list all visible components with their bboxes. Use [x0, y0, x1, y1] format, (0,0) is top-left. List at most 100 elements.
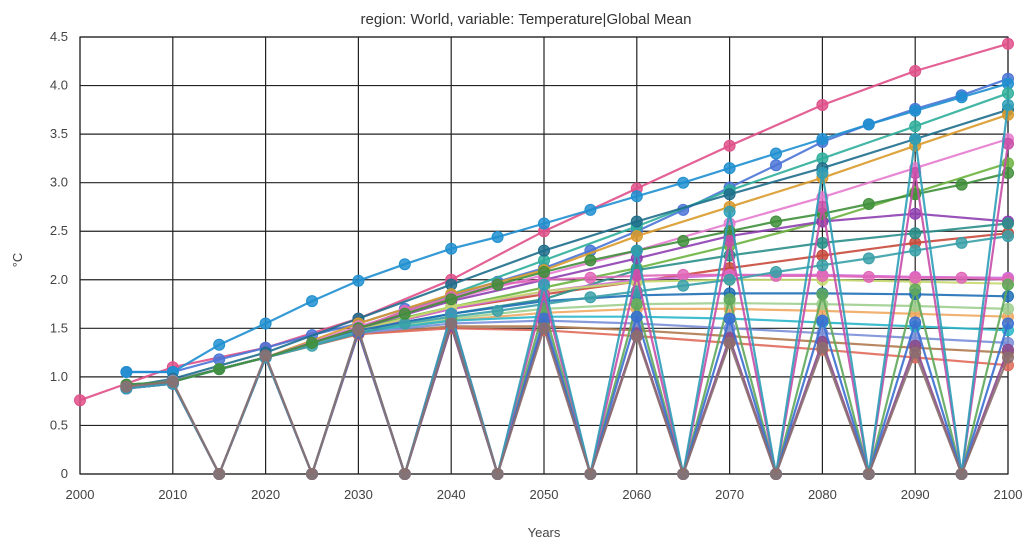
data-point[interactable]	[677, 468, 690, 480]
data-point[interactable]	[816, 236, 829, 249]
data-point[interactable]	[1002, 230, 1014, 243]
data-point[interactable]	[909, 207, 922, 220]
data-point[interactable]	[1002, 87, 1014, 100]
data-point[interactable]	[445, 317, 458, 330]
data-point[interactable]	[538, 244, 550, 257]
data-point[interactable]	[538, 322, 550, 335]
data-point[interactable]	[398, 307, 411, 320]
data-point[interactable]	[213, 338, 226, 351]
data-point[interactable]	[816, 288, 829, 301]
data-point[interactable]	[1002, 302, 1014, 315]
data-point[interactable]	[74, 394, 86, 407]
data-point[interactable]	[816, 99, 829, 111]
data-point[interactable]	[1002, 317, 1014, 330]
data-point[interactable]	[677, 234, 690, 247]
data-point[interactable]	[630, 215, 643, 228]
data-point[interactable]	[1002, 278, 1014, 291]
data-point[interactable]	[677, 279, 690, 292]
data-point[interactable]	[398, 468, 411, 480]
data-point[interactable]	[491, 231, 504, 243]
data-point[interactable]	[584, 291, 597, 304]
data-point[interactable]	[955, 91, 968, 104]
data-point[interactable]	[955, 236, 968, 249]
data-point[interactable]	[723, 312, 736, 325]
data-point[interactable]	[909, 271, 922, 284]
data-point[interactable]	[630, 230, 643, 243]
data-point[interactable]	[677, 176, 690, 189]
data-point[interactable]	[445, 242, 458, 255]
data-point[interactable]	[723, 162, 736, 175]
data-point[interactable]	[816, 314, 829, 327]
data-point[interactable]	[723, 188, 736, 201]
data-point[interactable]	[862, 118, 875, 131]
data-point[interactable]	[538, 278, 550, 291]
data-point[interactable]	[213, 363, 226, 376]
data-point[interactable]	[306, 295, 318, 308]
data-point[interactable]	[630, 298, 643, 311]
data-point[interactable]	[306, 468, 318, 480]
data-point[interactable]	[584, 254, 597, 267]
data-point[interactable]	[955, 271, 968, 284]
data-point[interactable]	[491, 278, 504, 291]
data-point[interactable]	[352, 324, 365, 337]
x-tick-label: 2060	[622, 487, 651, 502]
data-point[interactable]	[1002, 217, 1014, 230]
data-point[interactable]	[259, 317, 272, 330]
data-point[interactable]	[862, 468, 875, 480]
data-point[interactable]	[259, 349, 272, 362]
data-point[interactable]	[1002, 99, 1014, 111]
data-point[interactable]	[120, 366, 133, 378]
data-point[interactable]	[352, 274, 365, 287]
data-point[interactable]	[770, 215, 782, 228]
data-point[interactable]	[816, 259, 829, 272]
data-point[interactable]	[213, 468, 226, 480]
data-point[interactable]	[491, 468, 504, 480]
data-point[interactable]	[723, 139, 736, 152]
data-point[interactable]	[723, 205, 736, 218]
data-point[interactable]	[584, 271, 597, 284]
data-point[interactable]	[909, 227, 922, 240]
data-point[interactable]	[630, 310, 643, 323]
data-point[interactable]	[862, 270, 875, 283]
data-point[interactable]	[909, 120, 922, 133]
data-point[interactable]	[445, 293, 458, 306]
data-point[interactable]	[862, 198, 875, 210]
data-point[interactable]	[120, 380, 133, 393]
data-point[interactable]	[909, 346, 922, 359]
data-point[interactable]	[677, 268, 690, 281]
data-point[interactable]	[398, 258, 411, 271]
data-point[interactable]	[816, 269, 829, 282]
data-point[interactable]	[630, 190, 643, 203]
data-point[interactable]	[909, 104, 922, 117]
data-point[interactable]	[816, 341, 829, 354]
data-point[interactable]	[909, 244, 922, 257]
data-point[interactable]	[630, 244, 643, 257]
data-point[interactable]	[584, 468, 597, 480]
data-point[interactable]	[538, 266, 550, 278]
data-point[interactable]	[770, 266, 782, 278]
data-point[interactable]	[723, 293, 736, 306]
data-point[interactable]	[909, 283, 922, 296]
data-point[interactable]	[770, 159, 782, 172]
data-point[interactable]	[584, 203, 597, 216]
data-point[interactable]	[862, 252, 875, 265]
data-point[interactable]	[955, 468, 968, 480]
data-point[interactable]	[723, 273, 736, 286]
data-point[interactable]	[306, 336, 318, 349]
data-point[interactable]	[770, 147, 782, 160]
data-point[interactable]	[723, 336, 736, 349]
data-point[interactable]	[491, 304, 504, 317]
data-point[interactable]	[909, 65, 922, 77]
data-point[interactable]	[538, 217, 550, 230]
data-point[interactable]	[1002, 37, 1014, 50]
data-point[interactable]	[1002, 351, 1014, 364]
data-point[interactable]	[816, 133, 829, 145]
data-point[interactable]	[909, 316, 922, 329]
data-point[interactable]	[770, 468, 782, 480]
data-point[interactable]	[955, 178, 968, 191]
data-point[interactable]	[630, 330, 643, 343]
data-point[interactable]	[166, 375, 179, 388]
data-point[interactable]	[909, 133, 922, 145]
data-point[interactable]	[816, 167, 829, 179]
